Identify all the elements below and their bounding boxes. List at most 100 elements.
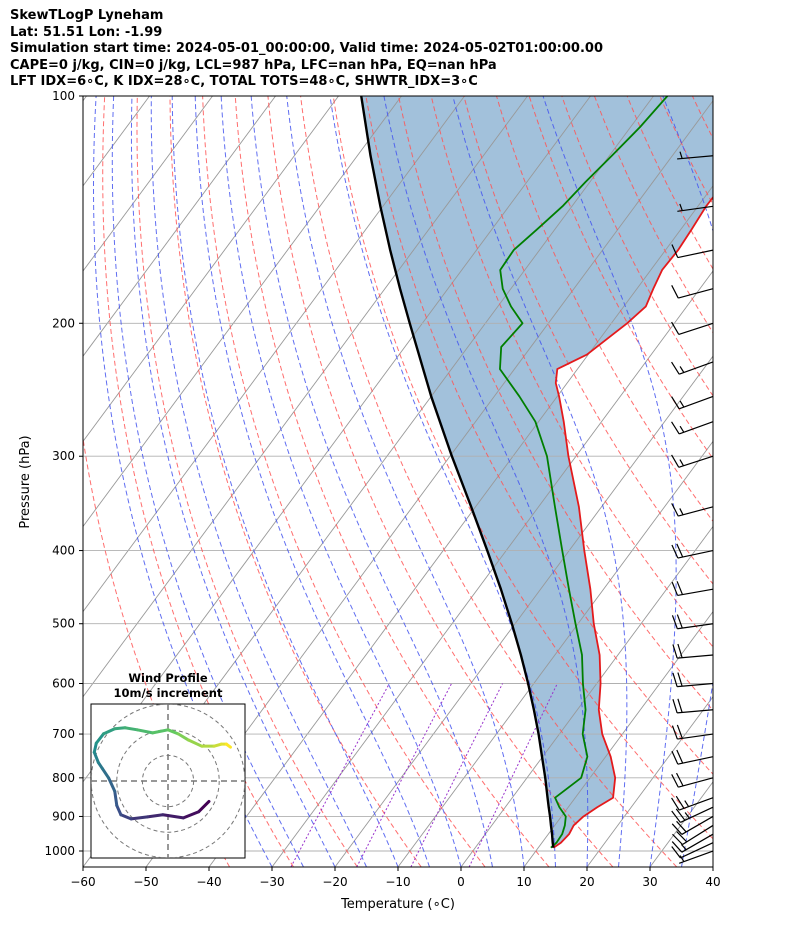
wind-barb <box>671 724 714 740</box>
mixing-ratio-line <box>290 683 390 867</box>
wind-barb <box>671 321 714 335</box>
wind-barb-flag <box>675 795 685 809</box>
moist-adiabat-line <box>250 96 493 867</box>
hodograph-segment <box>224 742 232 749</box>
chart-title: SkewTLogP Lyneham <box>10 8 164 23</box>
wind-barb-half-flag <box>679 203 683 211</box>
hodograph-plot <box>91 704 245 858</box>
hodograph-segment <box>146 813 165 819</box>
wind-barb-staff <box>677 733 714 740</box>
hodograph-segment <box>161 813 185 820</box>
wind-barb <box>671 806 714 823</box>
hodograph-segment <box>94 732 105 745</box>
wind-barb-staff <box>678 455 714 468</box>
hodograph-subtitle: 10m/s increment <box>114 686 223 700</box>
wind-barb <box>671 581 714 597</box>
moist-adiabat-line <box>194 96 430 867</box>
dry-adiabat-line <box>300 96 678 867</box>
wind-barb-staff <box>678 322 714 335</box>
x-tick-label: 10 <box>516 875 531 889</box>
x-tick-label: −10 <box>385 875 410 889</box>
wind-barb-flag <box>671 396 680 410</box>
wind-barb <box>672 672 714 688</box>
moist-adiabat-line <box>111 96 304 867</box>
wind-barb-staff <box>677 709 714 714</box>
wind-barb-staff <box>678 850 714 864</box>
isotherm-line <box>712 866 713 867</box>
convective-params-line: CAPE=0 j/kg, CIN=0 j/kg, LCL=987 hPa, LF… <box>10 57 497 73</box>
hodograph-segment <box>100 767 111 780</box>
wind-barb-flag <box>671 841 683 853</box>
hodograph-segment <box>113 789 119 808</box>
wind-barb-flag <box>676 543 684 558</box>
wind-barb-flag <box>672 833 683 845</box>
wind-barb-flag <box>671 797 680 811</box>
hodograph-segment <box>151 728 170 735</box>
wind-barb-flag <box>671 454 680 468</box>
moist-adiabat-line <box>130 96 336 867</box>
dry-adiabat-line <box>136 96 358 867</box>
dry-adiabat-line <box>725 96 794 867</box>
wind-barb <box>672 643 714 659</box>
mixing-ratio-line <box>468 683 558 867</box>
wind-barb <box>671 772 714 788</box>
dry-adiabat-line <box>790 96 794 867</box>
temperature-line <box>552 195 713 849</box>
hodograph-segment <box>115 804 123 817</box>
moist-adiabat-line <box>452 96 628 867</box>
x-tick-label: 0 <box>457 875 465 889</box>
wind-barb-flag <box>671 285 679 299</box>
mixing-ratio-line <box>410 683 504 867</box>
wind-barb-staff <box>681 833 714 853</box>
wind-barb <box>671 244 714 259</box>
dry-adiabat-line <box>267 96 614 867</box>
wind-barb-half-flag <box>679 366 685 373</box>
hodograph-segment <box>92 741 98 754</box>
hodograph-title: Wind Profile <box>128 671 208 685</box>
y-tick-label: 1000 <box>44 844 75 858</box>
wind-barb <box>671 454 714 468</box>
hodograph-inset: Wind Profile 10m/s increment <box>90 671 246 859</box>
moist-adiabat-line <box>712 864 713 867</box>
wind-barb-staff <box>677 654 714 659</box>
wind-barb <box>672 824 714 846</box>
mixing-ratio-line <box>356 683 452 867</box>
isotherm-line <box>83 96 465 613</box>
wind-barb-staff <box>677 549 714 559</box>
isotherm-line <box>83 96 339 443</box>
wind-barbs <box>671 151 714 864</box>
wind-barb-flag <box>676 581 684 595</box>
wind-barb-flag <box>671 750 679 765</box>
wind-barb-half-flag <box>680 843 687 851</box>
y-tick-label: 700 <box>52 727 75 741</box>
y-tick-label: 400 <box>52 544 75 558</box>
parcel-profile-line <box>360 96 555 848</box>
axes: −60 −50 −40 −30 −20 −10 0 10 20 30 40 100 200 300 400 5… <box>44 89 720 889</box>
wind-barb-flag <box>671 774 679 788</box>
wind-barb <box>672 698 714 714</box>
wind-barb-half-flag <box>679 151 683 159</box>
hodograph-segment <box>181 810 201 820</box>
y-tick-label: 900 <box>52 809 75 823</box>
wind-barb-half-flag <box>679 855 685 862</box>
wind-barb-staff <box>680 806 714 823</box>
wind-barb-flag <box>671 503 679 517</box>
moist-adiabats <box>92 96 713 867</box>
x-tick-label: 40 <box>705 875 720 889</box>
wind-barb <box>671 815 714 835</box>
dry-adiabat-line <box>430 96 713 648</box>
x-tick-label: −50 <box>133 875 158 889</box>
wind-barb-flag <box>671 823 683 835</box>
wind-barb-half-flag <box>684 800 690 807</box>
profile-series <box>360 96 713 849</box>
wind-barb <box>677 151 714 160</box>
moist-adiabat-line <box>220 96 462 867</box>
wind-barb <box>671 795 714 811</box>
stability-indices-line: LFT IDX=6∘C, K IDX=28∘C, TOTAL TOTS=48∘C… <box>10 74 478 89</box>
wind-barb-flag <box>677 698 683 713</box>
wind-barb-flag <box>671 615 678 629</box>
wind-barb-flag <box>671 361 680 375</box>
wind-barb-flag <box>671 244 679 258</box>
isotherm-line <box>83 96 276 357</box>
